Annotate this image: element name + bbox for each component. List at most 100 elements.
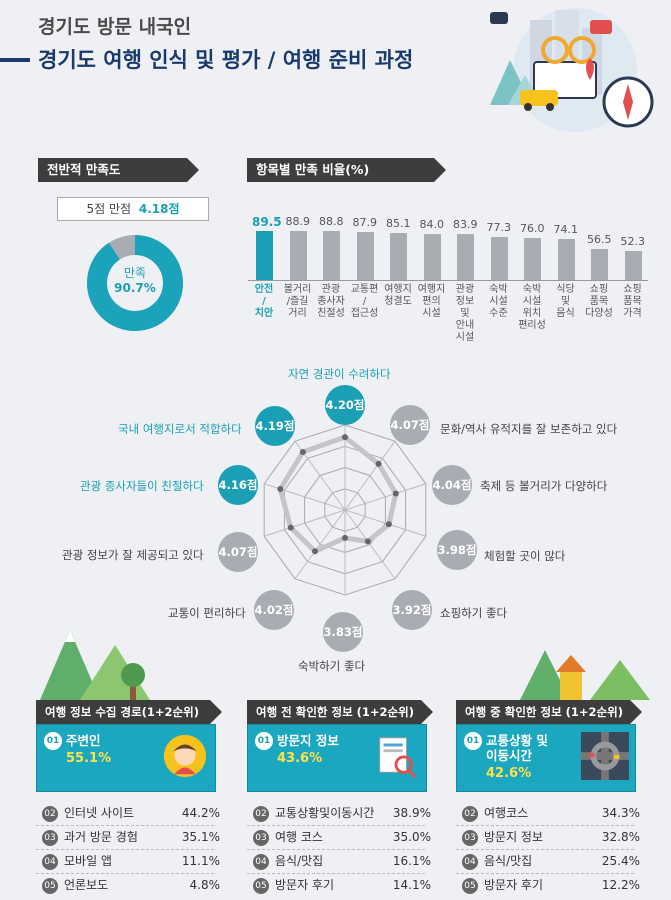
rank-label: 방문자 후기 bbox=[275, 878, 335, 892]
bar-category-label: 여행지 편의 시설 bbox=[417, 284, 446, 319]
bar-category-label: 숙박 시설 위치 편리성 bbox=[518, 284, 546, 331]
bar bbox=[490, 237, 508, 280]
panel-top-value: 55.1% bbox=[66, 751, 112, 766]
panel-top-label: 방문지 정보 bbox=[277, 733, 339, 748]
panel-rank-row: 03 과거 방문 경험 35.1% bbox=[42, 828, 220, 846]
mountain-tree-icon bbox=[40, 630, 150, 700]
bar-category-label: 여행지 청결도 bbox=[384, 284, 412, 307]
bar-category-label: 쇼핑 품목 가격 bbox=[623, 284, 642, 319]
rank-divider bbox=[456, 825, 634, 826]
header-accent-bar bbox=[0, 58, 30, 62]
panel-rank-row: 05 언론보도 4.8% bbox=[42, 876, 220, 894]
rank-number-badge: 05 bbox=[462, 877, 478, 894]
bar bbox=[423, 233, 441, 280]
rank-divider bbox=[247, 873, 425, 874]
panel-top-rank-badge: 01 bbox=[44, 732, 62, 750]
donut-value: 90.7% bbox=[114, 281, 156, 295]
bar bbox=[289, 231, 307, 280]
radar-point bbox=[364, 538, 371, 545]
radar-spoke bbox=[344, 509, 426, 537]
rank-label: 언론보도 bbox=[64, 878, 109, 892]
rank-number-badge: 05 bbox=[42, 877, 58, 894]
rank-number-badge: 02 bbox=[253, 805, 269, 822]
rank-percent: 38.9% bbox=[392, 806, 431, 820]
radar-axis-label: 쇼핑하기 좋다 bbox=[440, 606, 508, 620]
overall-section-label: 전반적 만족도 bbox=[38, 158, 199, 182]
bar bbox=[356, 231, 374, 280]
panel-top-value: 43.6% bbox=[277, 751, 323, 766]
panel-top-value: 42.6% bbox=[486, 766, 532, 781]
panel-rank-row: 03 여행 코스 35.0% bbox=[253, 828, 431, 846]
item-section-label: 항목별 만족 비율(%) bbox=[247, 158, 446, 182]
radar-value-bubble: 4.16점 bbox=[218, 465, 258, 505]
person-avatar-icon bbox=[163, 734, 207, 778]
radar-chart bbox=[263, 424, 427, 596]
panel-rank-row: 02 여행코스 34.3% bbox=[462, 804, 640, 822]
rank-label: 여행코스 bbox=[484, 806, 529, 820]
rank-percent: 12.2% bbox=[601, 878, 640, 892]
bar-category-label: 관광 정보 및 안내 시설 bbox=[455, 284, 475, 343]
bar-value-label: 87.9 bbox=[352, 215, 378, 229]
overall-scale-text: 5점 만점 bbox=[86, 202, 132, 216]
bar-value-label: 83.9 bbox=[453, 217, 478, 231]
rank-percent: 35.1% bbox=[181, 830, 220, 844]
radar-spoke bbox=[264, 509, 346, 537]
item-bar-chart: 89.5 안전 / 치안 88.9 볼거리 /즐길 거리 88.8 관광 종사자 친절성 8… bbox=[240, 190, 660, 350]
bar-category-label: 쇼핑 품목 다양성 bbox=[585, 284, 613, 319]
rank-percent: 16.1% bbox=[392, 854, 431, 868]
rank-label: 교통상황및이동시간 bbox=[275, 806, 375, 820]
radar-point bbox=[277, 485, 284, 492]
panel-rank-row: 02 인터넷 사이트 44.2% bbox=[42, 804, 220, 822]
panel-top-label: 주변인 bbox=[66, 733, 101, 748]
panel-rank-row: 02 교통상황및이동시간 38.9% bbox=[253, 804, 431, 822]
bar bbox=[624, 251, 642, 280]
radar-value-bubble: 3.92점 bbox=[392, 590, 432, 630]
bar-category-label: 관광 종사자 친절성 bbox=[317, 284, 345, 319]
bar-value-label: 89.5 bbox=[252, 214, 282, 229]
bar bbox=[591, 248, 608, 280]
rank-label: 방문지 정보 bbox=[484, 830, 544, 844]
radar-point bbox=[312, 548, 319, 555]
rank-percent: 25.4% bbox=[601, 854, 640, 868]
rank-divider bbox=[456, 849, 634, 850]
rank-divider bbox=[247, 825, 425, 826]
bar-value-label: 74.1 bbox=[553, 223, 579, 237]
panel-top-rank-badge: 01 bbox=[464, 732, 482, 750]
rank-number-badge: 02 bbox=[42, 805, 58, 822]
rank-percent: 44.2% bbox=[181, 806, 220, 820]
bar-category-label: 볼거리 /즐길 거리 bbox=[283, 284, 312, 319]
bar-axis-line bbox=[248, 280, 648, 281]
rank-number-badge: 05 bbox=[253, 877, 269, 894]
bar bbox=[390, 233, 407, 280]
rank-divider bbox=[456, 873, 634, 874]
bar bbox=[323, 231, 340, 280]
radar-value-bubble: 4.02점 bbox=[254, 590, 294, 630]
radar-point bbox=[392, 490, 399, 497]
rank-label: 모바일 앱 bbox=[64, 854, 112, 868]
rank-divider bbox=[36, 825, 214, 826]
rank-number-badge: 04 bbox=[42, 853, 58, 870]
panel-title: 여행 중 확인한 정보 (1+2순위) bbox=[456, 700, 642, 724]
overall-donut bbox=[87, 235, 183, 331]
radar-point bbox=[385, 521, 392, 528]
radar-axis-label: 자연 경관이 수려하다 bbox=[288, 367, 391, 381]
bar bbox=[457, 233, 474, 280]
rank-percent: 14.1% bbox=[392, 878, 431, 892]
rank-label: 과거 방문 경험 bbox=[64, 830, 138, 844]
page-title: 경기도 여행 인식 및 평가 / 여행 준비 과정 bbox=[38, 48, 414, 72]
bar bbox=[557, 239, 575, 280]
donut-label: 만족 bbox=[123, 266, 147, 280]
donut-center-text: 만족 90.7% bbox=[85, 266, 185, 296]
rank-number-badge: 04 bbox=[462, 853, 478, 870]
bar-category-label: 숙박 시설 수준 bbox=[489, 284, 508, 319]
panel-rank-row: 04 음식/맛집 25.4% bbox=[462, 852, 640, 870]
panel-top-label: 교통상황 및 이동시간 bbox=[486, 733, 548, 763]
panel-title: 여행 정보 수집 경로(1+2순위) bbox=[36, 700, 222, 724]
radar-point bbox=[342, 534, 348, 541]
radar-axis-label: 교통이 편리하다 bbox=[168, 606, 246, 620]
bar-value-label: 88.8 bbox=[319, 215, 344, 229]
interchange-road-icon bbox=[581, 732, 629, 780]
bar-category-label: 식당 및 음식 bbox=[556, 284, 575, 319]
radar-spoke bbox=[344, 509, 396, 580]
rank-label: 방문자 후기 bbox=[484, 878, 544, 892]
